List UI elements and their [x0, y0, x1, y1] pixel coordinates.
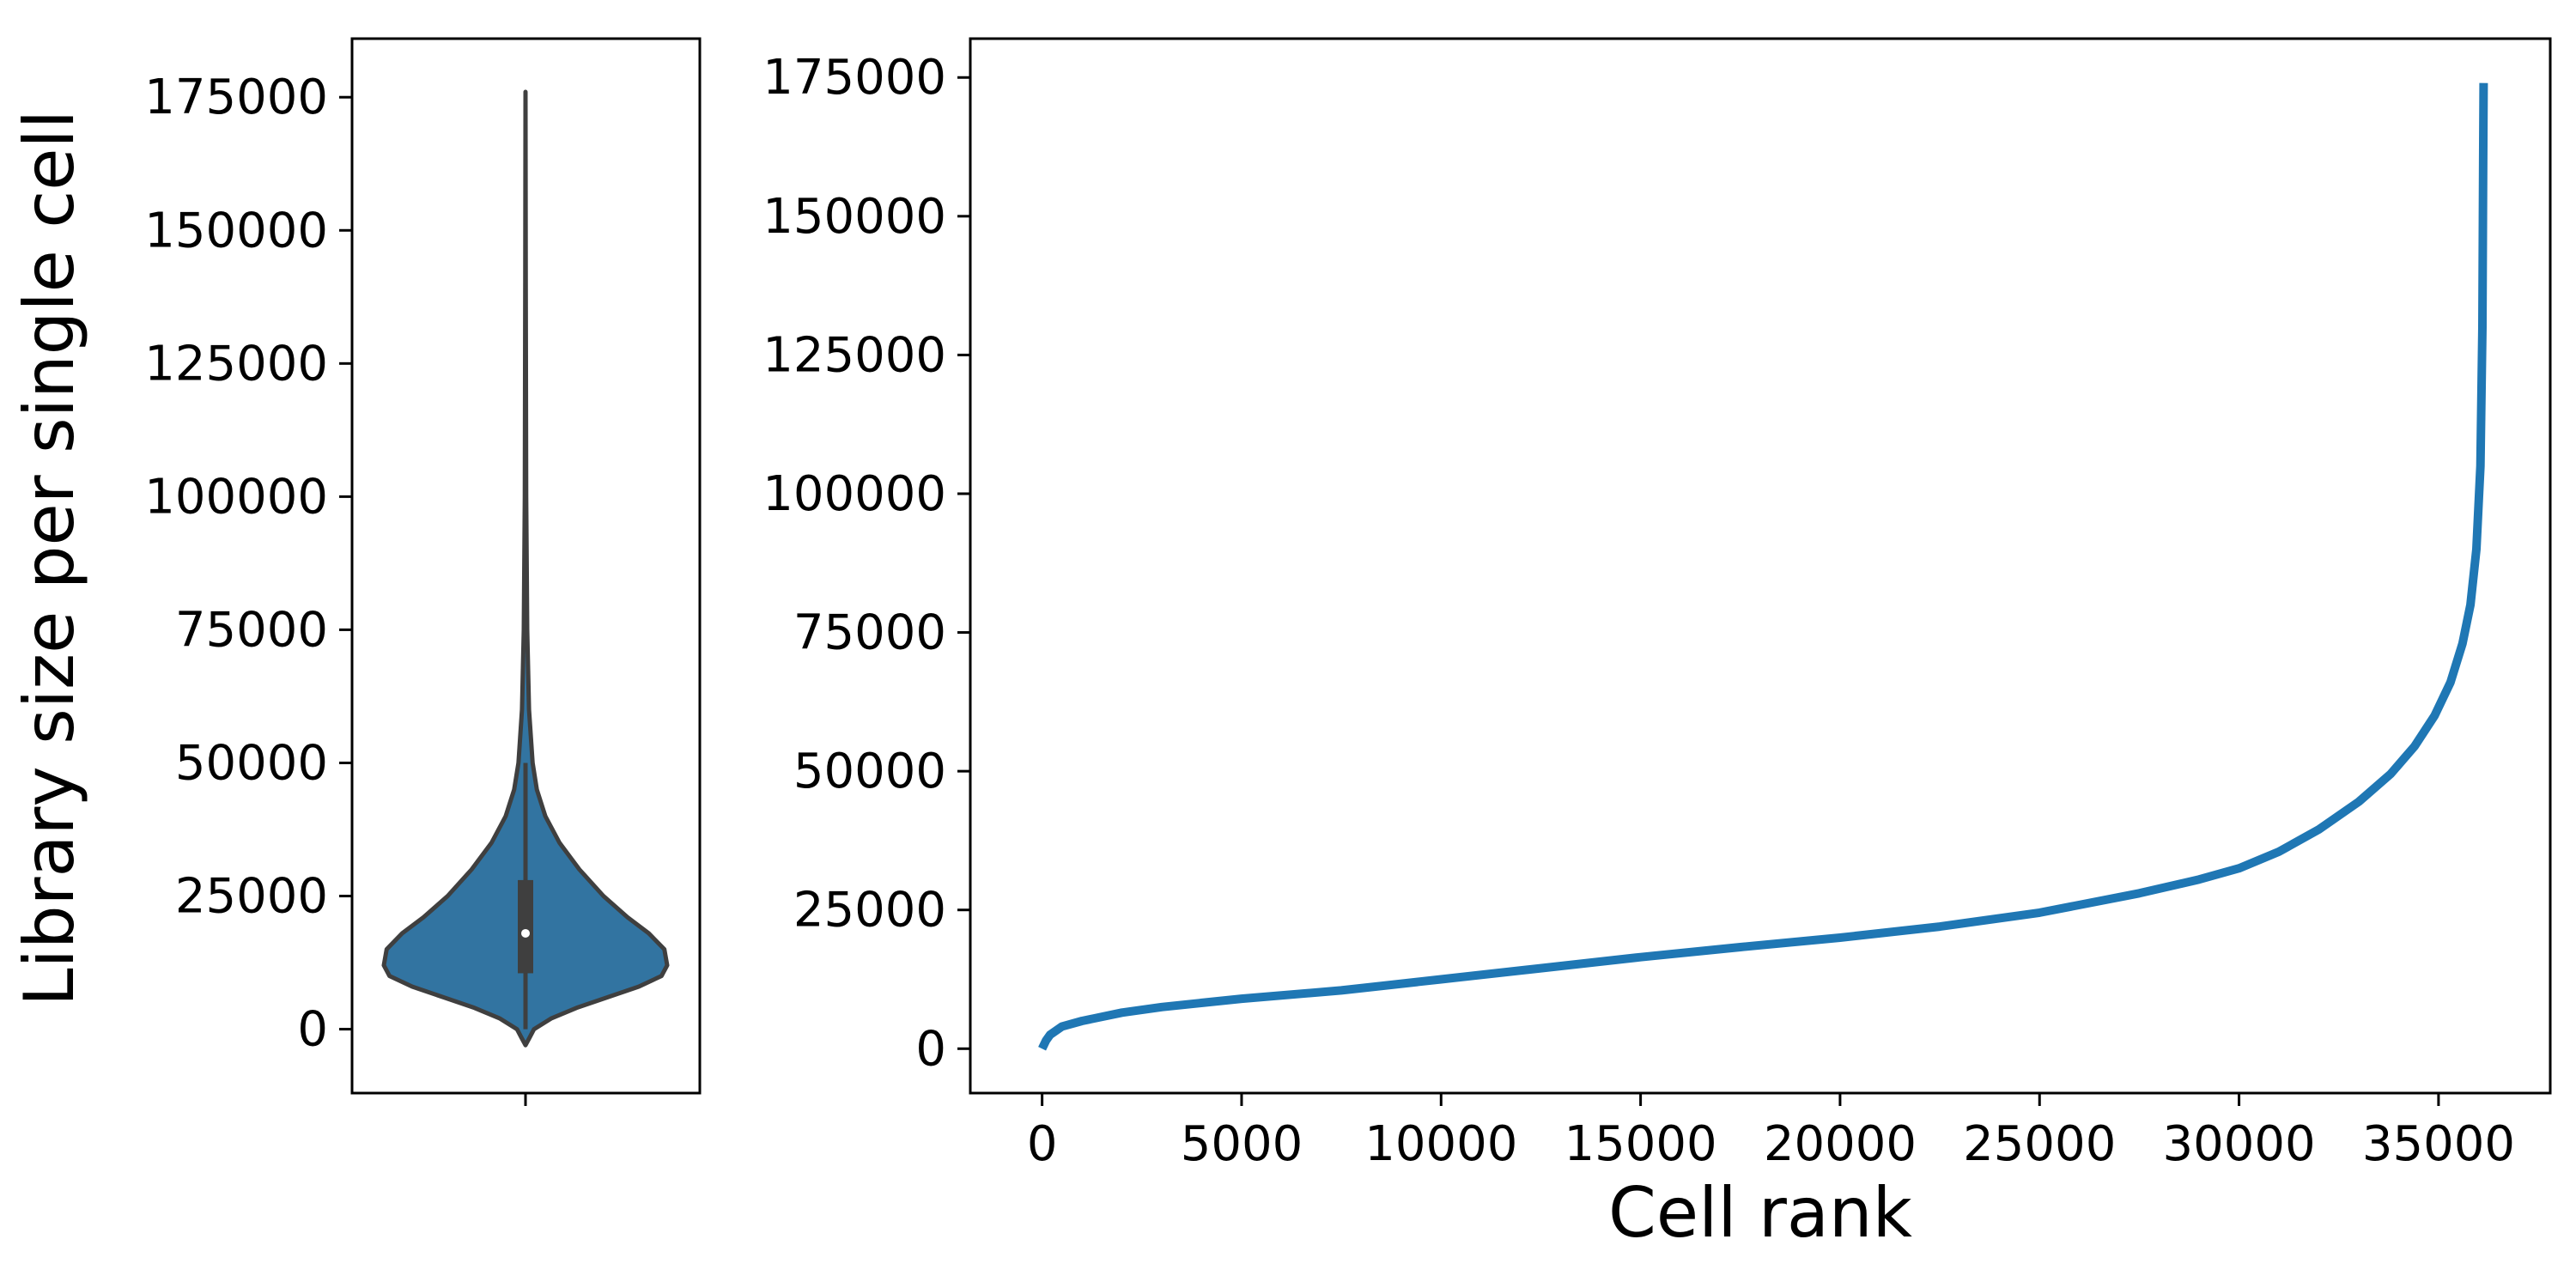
violin-shape — [381, 89, 670, 1048]
line-x-tick-label: 30000 — [2162, 1116, 2315, 1172]
violin-body-group — [381, 89, 670, 1048]
line-x-tick-label: 10000 — [1364, 1116, 1517, 1172]
line-y-tick-label: 100000 — [762, 466, 946, 522]
line-y-tick-label: 25000 — [793, 883, 946, 939]
line-y-tick-label: 175000 — [762, 50, 946, 106]
violin-median-dot — [521, 928, 530, 938]
line-panel: 0250005000075000100000125000150000175000… — [762, 37, 2552, 1253]
violin-y-tick-label: 75000 — [175, 602, 328, 658]
line-x-axis-title: Cell rank — [1608, 1173, 1913, 1253]
line-y-tick-label: 150000 — [762, 189, 946, 245]
violin-y-tick-label: 175000 — [144, 70, 328, 125]
violin-y-tick-label: 125000 — [144, 336, 328, 392]
violin-panel: Library size per single cell 0 25000 50000… — [9, 37, 702, 1106]
line-x-tick-label: 20000 — [1764, 1116, 1917, 1172]
violin-y-tick-label: 50000 — [175, 735, 328, 791]
line-frame — [969, 37, 2552, 1095]
line-y-tick-label: 0 — [915, 1021, 946, 1077]
line-y-tick-label: 125000 — [762, 327, 946, 383]
rank-line — [1038, 82, 2488, 1051]
violin-iqr-box — [518, 879, 533, 974]
violin-y-tick-label: 150000 — [144, 203, 328, 258]
line-y-tick-label: 75000 — [793, 605, 946, 661]
line-x-tick-label: 15000 — [1564, 1116, 1717, 1172]
line-x-tick-label: 0 — [1027, 1116, 1058, 1172]
line-x-tick-label: 35000 — [2362, 1116, 2515, 1172]
violin-y-axis-title: Library size per single cell — [9, 110, 89, 1006]
line-y-tick-label: 50000 — [793, 744, 946, 799]
line-x-tick-label: 5000 — [1181, 1116, 1303, 1172]
violin-y-ticks: 0 25000 50000 75000 100000 125000 150000 175000 — [144, 70, 352, 1058]
line-x-ticks: 0 5000 10000 15000 20000 25000 30000 35000 — [1027, 1093, 2515, 1172]
violin-y-tick-label: 25000 — [175, 869, 328, 925]
violin-y-tick-label: 0 — [297, 1002, 328, 1058]
line-y-ticks: 0 25000 50000 75000 100000 125000 150000 175000 — [762, 50, 970, 1077]
line-x-tick-label: 25000 — [1963, 1116, 2116, 1172]
violin-y-tick-label: 100000 — [144, 469, 328, 525]
